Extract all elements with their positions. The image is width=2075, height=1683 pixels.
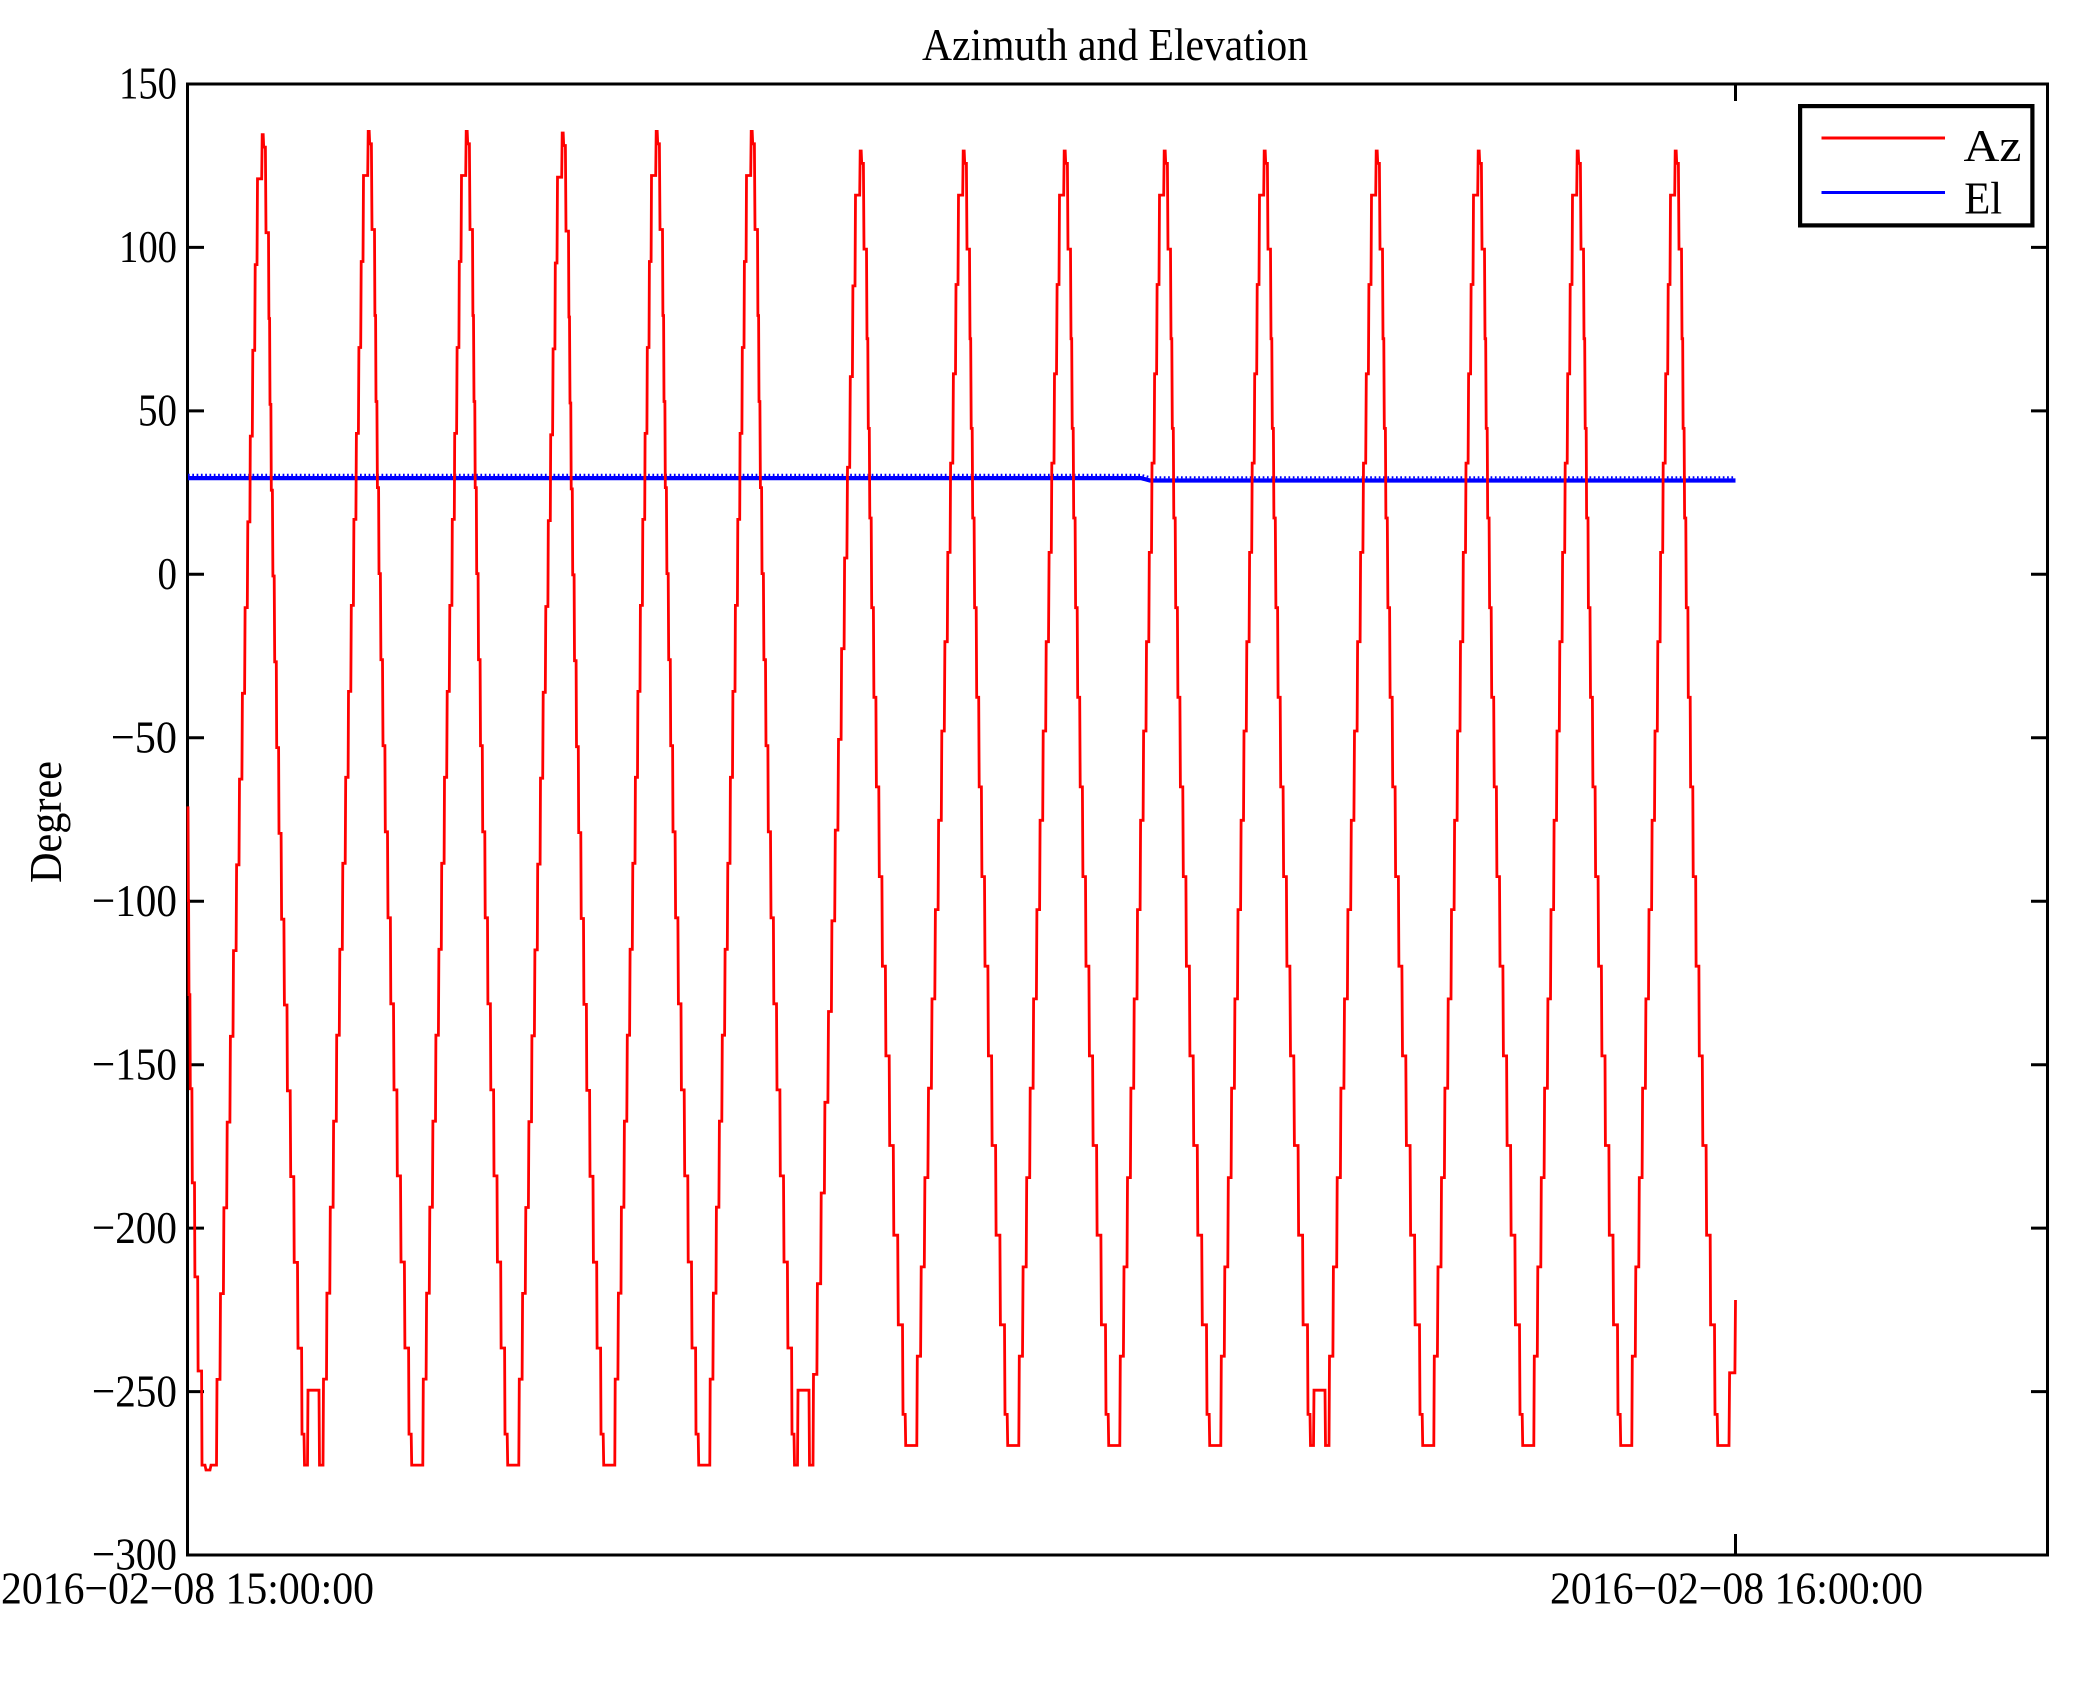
svg-text:2016−02−08 16:00:00: 2016−02−08 16:00:00 — [1550, 1563, 1923, 1614]
svg-text:50: 50 — [138, 385, 177, 436]
svg-text:−50: −50 — [111, 712, 177, 763]
svg-text:150: 150 — [119, 58, 177, 109]
svg-text:Degree: Degree — [20, 761, 71, 883]
svg-text:Azimuth and Elevation: Azimuth and Elevation — [922, 19, 1308, 70]
svg-text:100: 100 — [119, 221, 177, 272]
svg-text:El: El — [1964, 173, 2002, 224]
svg-text:−100: −100 — [92, 875, 177, 926]
svg-text:2016−02−08 15:00:00: 2016−02−08 15:00:00 — [1, 1563, 374, 1614]
svg-text:−300: −300 — [92, 1529, 177, 1580]
svg-text:Az: Az — [1964, 120, 2022, 171]
svg-text:−150: −150 — [92, 1038, 177, 1089]
svg-text:−200: −200 — [92, 1202, 177, 1253]
svg-text:−250: −250 — [92, 1365, 177, 1416]
svg-text:0: 0 — [158, 548, 178, 599]
